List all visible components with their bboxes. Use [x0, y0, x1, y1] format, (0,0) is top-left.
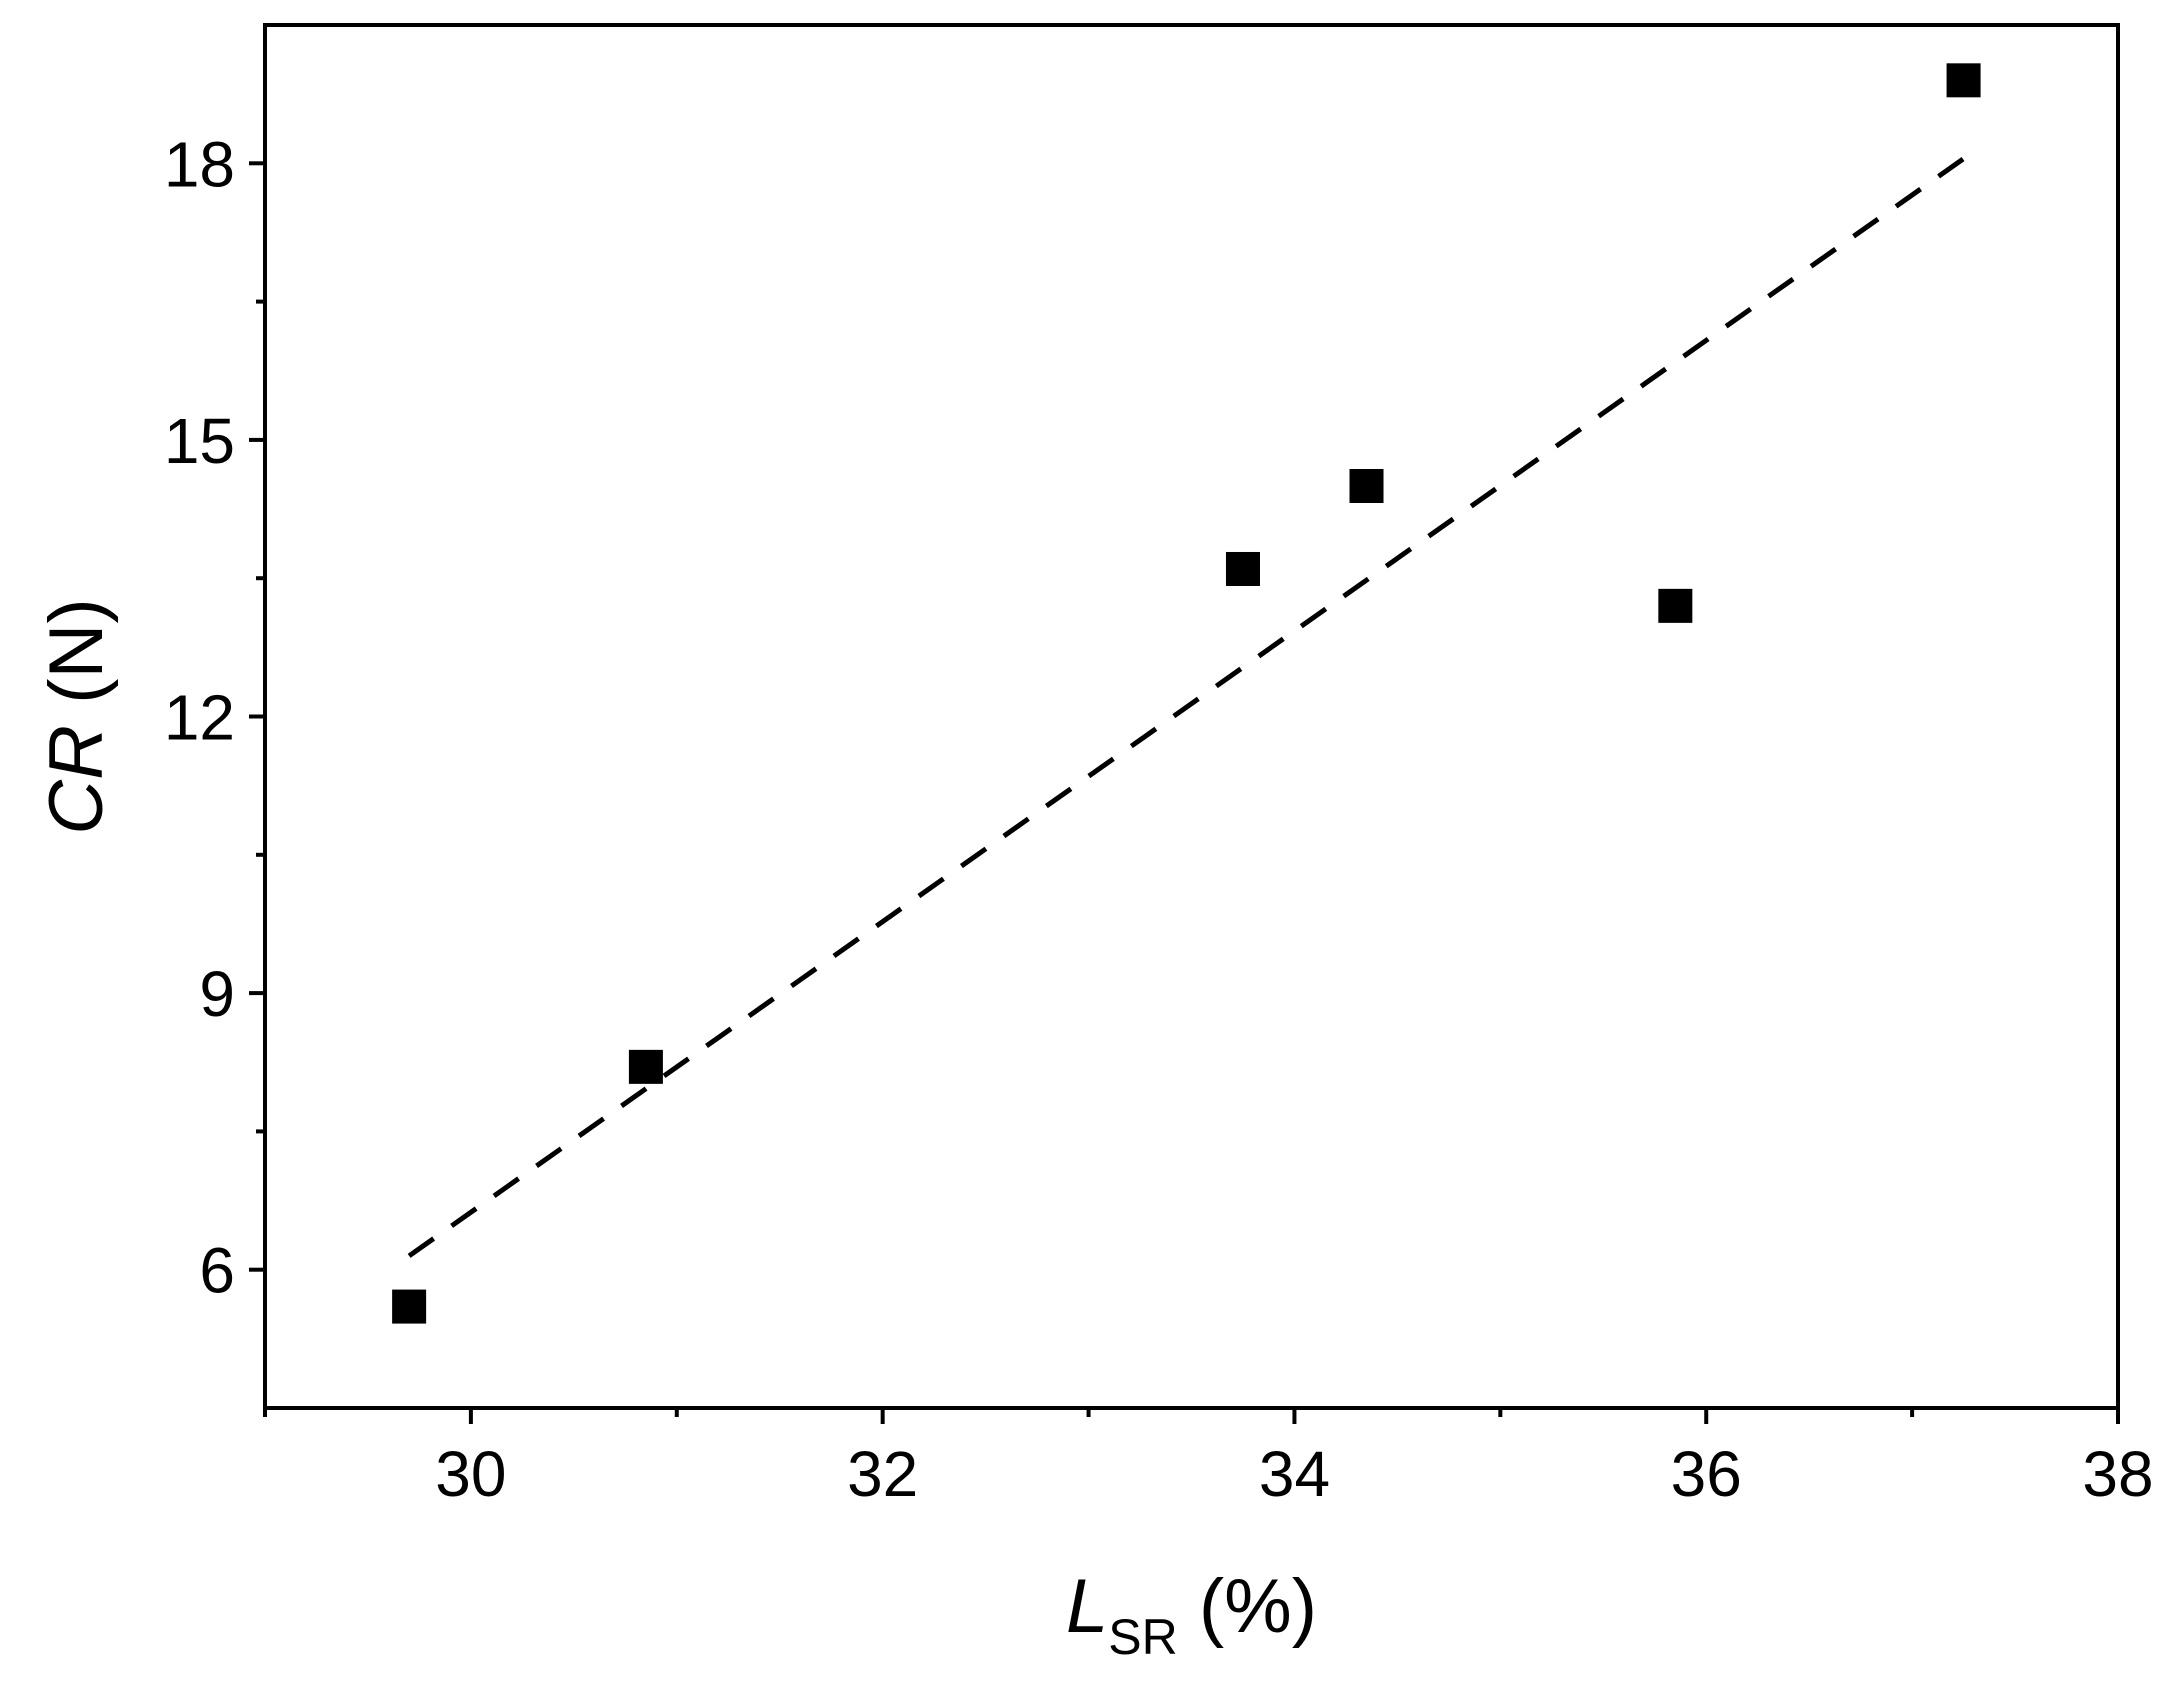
x-tick-label: 32	[847, 1438, 918, 1510]
data-point	[1349, 469, 1384, 503]
x-axis-title: LSR (%)	[1066, 1564, 1317, 1665]
data-point	[392, 1289, 427, 1324]
fit-line-group	[407, 156, 1966, 1258]
y-tick-label: 18	[164, 128, 235, 200]
x-tick-label: 36	[1671, 1438, 1742, 1510]
x-axis-title-main: L	[1066, 1564, 1108, 1649]
data-point	[1658, 588, 1693, 623]
y-tick-label: 9	[199, 958, 235, 1030]
data-points	[392, 63, 1981, 1324]
fit-line	[407, 156, 1966, 1258]
y-tick-label: 15	[164, 405, 235, 477]
x-tick-label: 30	[435, 1438, 506, 1510]
data-point	[1225, 551, 1260, 586]
x-tick-label: 34	[1259, 1438, 1330, 1510]
tick-labels: 30 32 34 36 38 6 9 12 15 18	[164, 128, 2154, 1510]
x-tick-label: 38	[2082, 1438, 2153, 1510]
y-tick-label: 6	[199, 1235, 235, 1307]
axes	[249, 23, 2120, 1424]
plot-frame	[263, 23, 2120, 1410]
x-axis-title-unit: (%)	[1199, 1564, 1317, 1649]
data-point	[628, 1049, 663, 1084]
y-axis-title-main: CR	[34, 725, 119, 835]
y-axis-title: CR (N)	[34, 598, 119, 834]
x-axis-title-space	[1178, 1564, 1199, 1649]
y-tick-label: 12	[164, 682, 235, 754]
x-axis-title-sub: SR	[1108, 1609, 1177, 1665]
y-axis-title-unit: (N)	[34, 598, 119, 704]
y-axis-title-space	[34, 704, 119, 725]
data-point	[1946, 63, 1981, 98]
